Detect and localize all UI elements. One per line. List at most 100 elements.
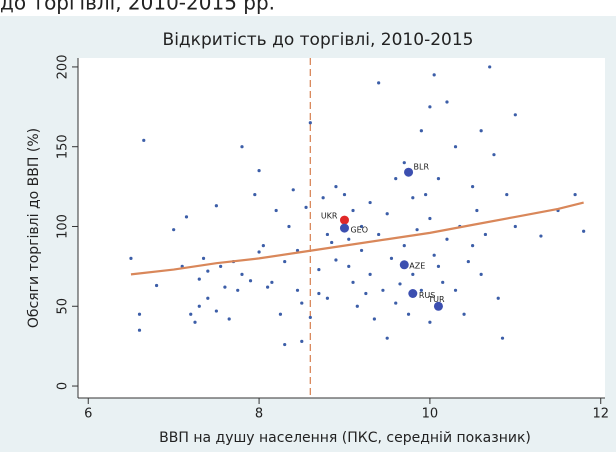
point [253, 192, 257, 197]
point [184, 215, 189, 219]
point [398, 282, 402, 286]
point [359, 224, 364, 229]
point [488, 65, 492, 69]
point [189, 312, 193, 316]
point [240, 145, 244, 149]
point [483, 232, 488, 237]
x-tick-label: 12 [592, 407, 609, 422]
point [325, 232, 330, 237]
chart-title: Відкритість до торгівлі, 2010-2015 [163, 30, 474, 50]
point [432, 73, 436, 77]
point [283, 259, 287, 264]
y-tick-label: 200 [56, 55, 71, 80]
point-label: AZE [409, 261, 425, 270]
point [500, 336, 505, 340]
point [137, 328, 142, 332]
y-tick-label: 150 [56, 134, 71, 159]
point [325, 296, 330, 300]
point [347, 264, 351, 268]
point-label: GEO [350, 226, 368, 235]
point [266, 285, 270, 289]
point [197, 304, 201, 308]
point [206, 269, 210, 273]
point [219, 264, 223, 268]
point [142, 138, 146, 142]
point [573, 192, 577, 197]
x-tick-label: 8 [255, 407, 263, 422]
point [428, 105, 432, 109]
point [496, 296, 500, 300]
highlighted-point [399, 260, 409, 270]
point [291, 188, 295, 192]
point-label: TUR [427, 295, 445, 304]
point [214, 309, 218, 313]
point [129, 256, 133, 260]
point [513, 224, 517, 229]
point [317, 291, 321, 296]
point [347, 237, 351, 241]
point [257, 169, 261, 173]
point [278, 312, 283, 316]
point [381, 288, 385, 292]
highlighted-point [339, 223, 349, 233]
point [402, 161, 406, 165]
point [513, 113, 517, 117]
point [462, 312, 466, 316]
point [330, 240, 334, 245]
point [368, 272, 372, 276]
point [372, 317, 376, 321]
point [436, 264, 441, 268]
point [342, 192, 347, 197]
point [359, 248, 364, 253]
point [206, 296, 210, 300]
point [300, 301, 304, 305]
point [270, 280, 274, 284]
y-tick-label: 100 [56, 214, 71, 239]
point [274, 208, 278, 213]
point [385, 336, 389, 340]
point-label: UKR [321, 212, 338, 221]
point [505, 192, 509, 197]
point [257, 250, 261, 254]
point [201, 256, 206, 260]
point [317, 267, 321, 272]
point [479, 272, 483, 276]
point [300, 339, 304, 343]
x-tick-label: 10 [422, 407, 439, 422]
point [415, 228, 419, 232]
point [355, 304, 359, 308]
point [236, 288, 240, 292]
point [240, 272, 244, 276]
point [539, 234, 543, 238]
highlighted-point [404, 167, 414, 177]
point [389, 256, 394, 260]
point [385, 212, 389, 216]
point [304, 205, 308, 209]
point [436, 177, 441, 181]
y-axis-label: Обсяги торгівлі до ВВП (%) [26, 128, 42, 328]
caption: до торгівлі, 2010-2015 рр. [0, 0, 275, 15]
point [334, 184, 338, 189]
point [248, 279, 253, 283]
point [428, 320, 432, 324]
point [411, 272, 415, 276]
point [432, 253, 436, 257]
point [402, 244, 406, 248]
y-tick-label: 50 [56, 298, 71, 315]
point [445, 237, 449, 241]
highlighted-point [433, 301, 443, 311]
point [394, 177, 398, 181]
point [471, 244, 475, 248]
point [411, 196, 415, 200]
point [308, 315, 312, 320]
highlighted-point [339, 215, 349, 225]
point [308, 121, 312, 125]
point [193, 320, 197, 324]
point [351, 280, 355, 284]
x-axis-label: ВВП на душу населення (ПКС, середній пок… [159, 430, 531, 446]
point [172, 228, 176, 232]
point [428, 216, 432, 221]
point-label: RUS [419, 291, 436, 300]
point [154, 283, 159, 288]
